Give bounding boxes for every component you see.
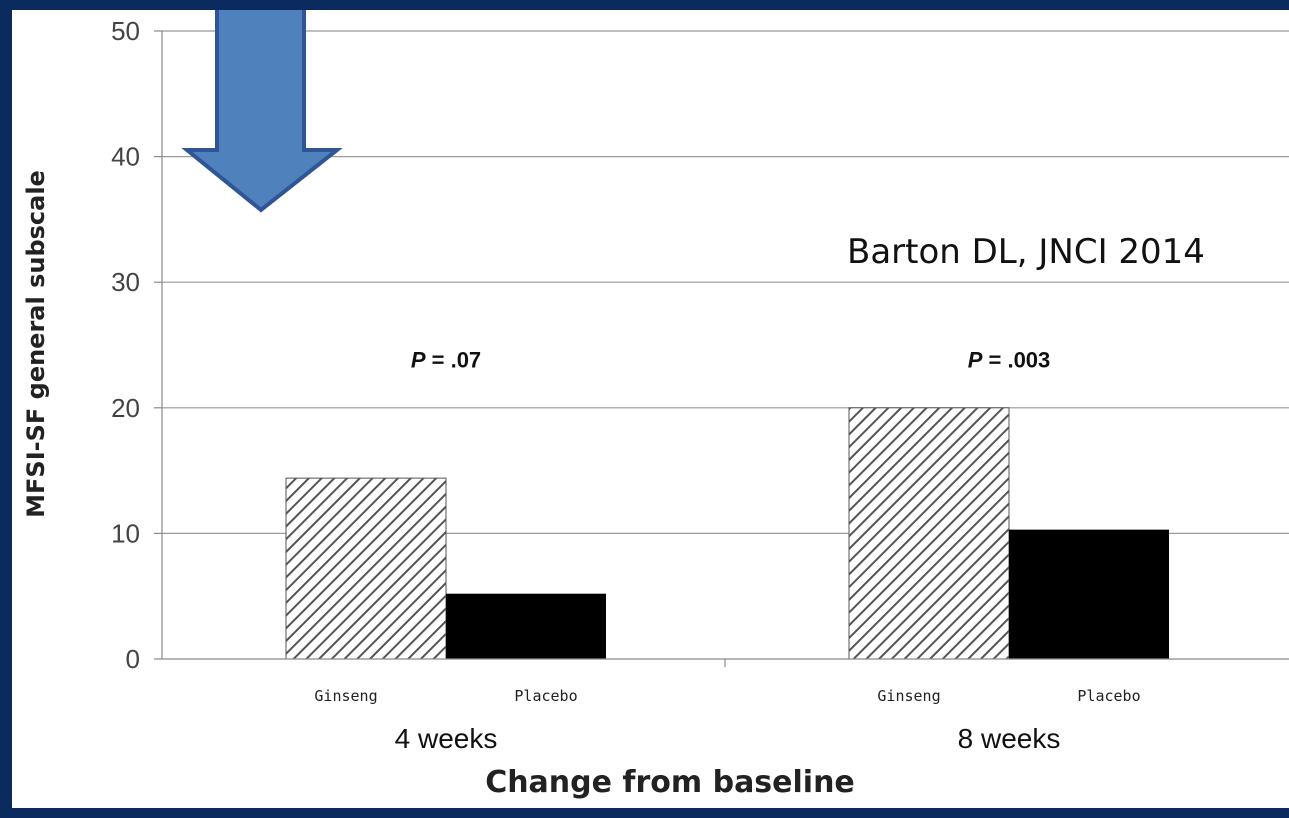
bar-label-placebo-1: Placebo <box>514 687 577 705</box>
slide-panel: 0 10 20 30 40 50 Ginseng Placebo 4 weeks Ginseng P… <box>12 10 1289 808</box>
y-tick-label-30: 30 <box>111 267 140 297</box>
labels: 0 10 20 30 40 50 Ginseng Placebo 4 weeks Ginseng P… <box>111 16 1141 754</box>
y-axis-label: MFSI-SF general subscale <box>22 170 50 518</box>
p-value-annotation-2: P = .003 <box>968 348 1051 373</box>
y-tick-label-20: 20 <box>111 393 140 423</box>
bar-label-ginseng-1: Ginseng <box>314 687 377 705</box>
axes <box>154 30 1289 667</box>
bar-placebo-1 <box>446 593 606 659</box>
y-tick-label-10: 10 <box>111 518 140 548</box>
x-axis-label: Change from baseline <box>485 765 855 800</box>
bars <box>285 407 1169 660</box>
y-tick-label-0: 0 <box>126 644 140 674</box>
bar-label-placebo-2: Placebo <box>1077 687 1140 705</box>
category-label-2: 8 weeks <box>958 723 1061 754</box>
bar-ginseng-2 <box>848 407 1010 660</box>
y-tick-label-40: 40 <box>111 142 140 172</box>
citation-text: Barton DL, JNCI 2014 <box>847 232 1205 272</box>
bar-label-ginseng-2: Ginseng <box>877 687 940 705</box>
bar-placebo-2 <box>1009 529 1169 659</box>
p-value-annotation-1: P = .07 <box>411 348 481 373</box>
gridlines <box>162 30 1289 535</box>
y-tick-label-50: 50 <box>111 16 140 46</box>
category-label-1: 4 weeks <box>395 723 498 754</box>
bar-chart: 0 10 20 30 40 50 Ginseng Placebo 4 weeks Ginseng P… <box>22 10 1289 800</box>
bar-ginseng-1 <box>285 477 447 660</box>
down-arrow-icon <box>181 10 343 213</box>
